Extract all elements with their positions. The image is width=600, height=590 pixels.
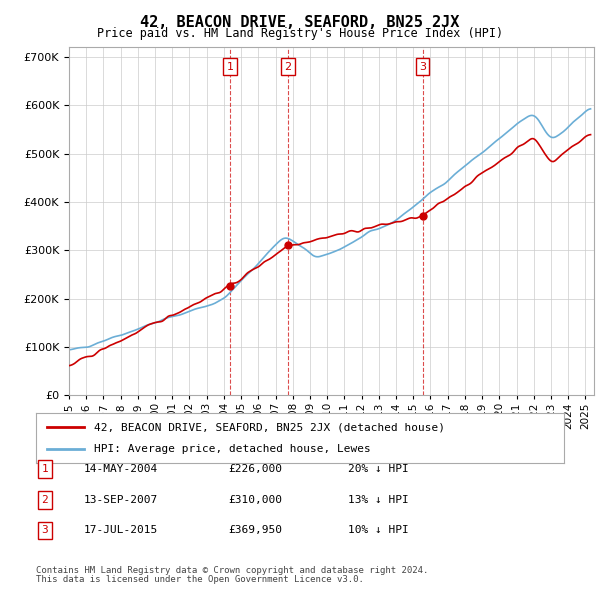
Text: 42, BEACON DRIVE, SEAFORD, BN25 2JX: 42, BEACON DRIVE, SEAFORD, BN25 2JX — [140, 15, 460, 30]
Text: 2: 2 — [284, 61, 292, 71]
Text: 13% ↓ HPI: 13% ↓ HPI — [348, 495, 409, 504]
Text: 13-SEP-2007: 13-SEP-2007 — [84, 495, 158, 504]
Text: 10% ↓ HPI: 10% ↓ HPI — [348, 526, 409, 535]
Text: 3: 3 — [419, 61, 426, 71]
Text: 1: 1 — [227, 61, 234, 71]
Text: £226,000: £226,000 — [228, 464, 282, 474]
Text: 3: 3 — [41, 526, 49, 535]
Text: Contains HM Land Registry data © Crown copyright and database right 2024.: Contains HM Land Registry data © Crown c… — [36, 566, 428, 575]
Text: 42, BEACON DRIVE, SEAFORD, BN25 2JX (detached house): 42, BEACON DRIVE, SEAFORD, BN25 2JX (det… — [94, 422, 445, 432]
Text: HPI: Average price, detached house, Lewes: HPI: Average price, detached house, Lewe… — [94, 444, 371, 454]
Text: 14-MAY-2004: 14-MAY-2004 — [84, 464, 158, 474]
Text: £369,950: £369,950 — [228, 526, 282, 535]
Text: 20% ↓ HPI: 20% ↓ HPI — [348, 464, 409, 474]
Text: 17-JUL-2015: 17-JUL-2015 — [84, 526, 158, 535]
Text: 2: 2 — [41, 495, 49, 504]
Text: This data is licensed under the Open Government Licence v3.0.: This data is licensed under the Open Gov… — [36, 575, 364, 584]
Text: £310,000: £310,000 — [228, 495, 282, 504]
Text: Price paid vs. HM Land Registry's House Price Index (HPI): Price paid vs. HM Land Registry's House … — [97, 27, 503, 40]
Text: 1: 1 — [41, 464, 49, 474]
